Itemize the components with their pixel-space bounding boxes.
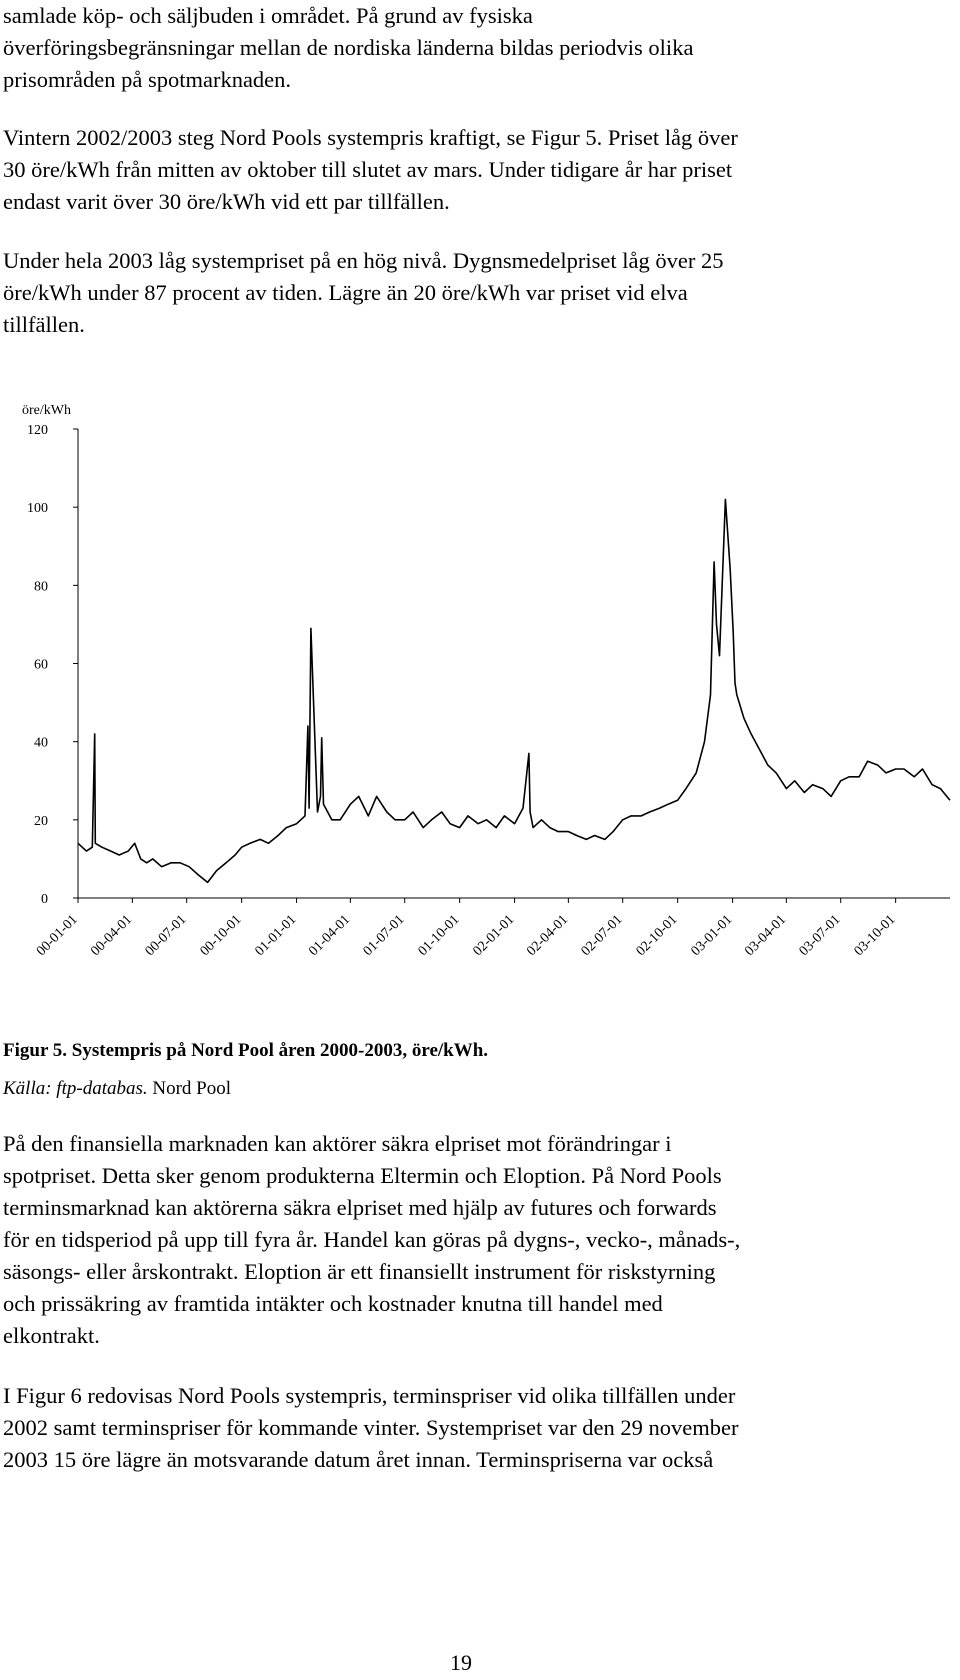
x-tick-label: 03-04-01	[742, 912, 789, 959]
series-group	[77, 498, 951, 884]
y-axis-label: öre/kWh	[22, 403, 71, 418]
text-line: säsongs- eller årskontrakt. Eloption är …	[3, 1259, 716, 1284]
paragraph: I Figur 6 redovisas Nord Pools systempri…	[3, 1380, 953, 1476]
x-tick-label: 00-10-01	[198, 912, 245, 959]
text-line: samlade köp- och säljbuden i området. På…	[3, 3, 533, 28]
text-line: och prissäkring av framtida intäkter och…	[3, 1291, 663, 1316]
x-tick-label: 02-01-01	[471, 912, 518, 959]
x-tick-label: 03-10-01	[852, 912, 899, 959]
text-line: elkontrakt.	[3, 1323, 100, 1348]
x-tick-label: 01-07-01	[361, 912, 408, 959]
text-line: endast varit över 30 öre/kWh vid ett par…	[3, 189, 450, 214]
x-tick-label: 03-01-01	[689, 912, 736, 959]
x-tick-label: 03-07-01	[797, 912, 844, 959]
text-line: På den finansiella marknaden kan aktörer…	[3, 1131, 672, 1156]
y-tick-label: 80	[34, 579, 48, 594]
x-tick-label: 02-07-01	[579, 912, 626, 959]
page-number: 19	[450, 1650, 472, 1675]
text-line: I Figur 6 redovisas Nord Pools systempri…	[3, 1383, 736, 1408]
figure-caption: Figur 5. Systempris på Nord Pool åren 20…	[3, 1040, 489, 1061]
x-tick-label: 00-07-01	[143, 912, 190, 959]
text-line: 2002 samt terminspriser för kommande vin…	[3, 1415, 739, 1440]
source-label: Källa: ftp-databas.	[3, 1078, 148, 1099]
text-line: 2003 15 öre lägre än motsvarande datum å…	[3, 1447, 714, 1472]
figure-source: Källa: ftp-databas. Nord Pool	[3, 1078, 231, 1100]
chart-canvas: öre/kWh 0 20 40 60 80 100 120 00-01-01 00-04-01…	[22, 403, 951, 959]
series-line	[77, 498, 951, 884]
text-line: prisområden på spotmarknaden.	[3, 67, 292, 92]
paragraph: samlade köp- och säljbuden i området. På…	[3, 0, 953, 96]
text-line: överföringsbegränsningar mellan de nordi…	[3, 35, 694, 60]
x-tick-label: 02-10-01	[634, 912, 681, 959]
y-axis: 0 20 40 60 80 100 120	[27, 423, 79, 907]
x-tick-label: 01-10-01	[416, 912, 463, 959]
y-tick-label: 120	[27, 423, 48, 438]
text-line: för en tidsperiod på upp till fyra år. H…	[3, 1227, 741, 1252]
text-line: Vintern 2002/2003 steg Nord Pools system…	[3, 125, 738, 150]
x-tick-label: 01-01-01	[253, 912, 300, 959]
text-line: spotpriset. Detta sker genom produkterna…	[3, 1163, 722, 1188]
y-tick-label: 0	[41, 892, 48, 907]
text-line: Under hela 2003 låg systempriset på en h…	[3, 248, 724, 273]
price-chart: öre/kWh 0 20 40 60 80 100 120 00-01-01 00-04-01…	[0, 395, 960, 990]
paragraph: Under hela 2003 låg systempriset på en h…	[3, 245, 953, 341]
x-tick-label: 01-04-01	[306, 912, 353, 959]
source-name: Nord Pool	[152, 1078, 232, 1099]
x-tick-label: 02-04-01	[524, 912, 571, 959]
text-line: 30 öre/kWh från mitten av oktober till s…	[3, 157, 733, 182]
y-tick-label: 60	[34, 658, 48, 673]
y-tick-label: 100	[27, 501, 48, 516]
text-line: terminsmarknad kan aktörerna säkra elpri…	[3, 1195, 717, 1220]
y-tick-label: 20	[34, 814, 48, 829]
x-tick-label: 00-04-01	[88, 912, 135, 959]
x-axis: 00-01-01 00-04-01 00-07-01 00-10-01 01-01-01…	[34, 897, 950, 959]
x-tick-label: 00-01-01	[34, 912, 81, 959]
paragraph: På den finansiella marknaden kan aktörer…	[3, 1128, 953, 1352]
text-line: tillfällen.	[3, 312, 85, 337]
paragraph: Vintern 2002/2003 steg Nord Pools system…	[3, 122, 953, 218]
y-tick-label: 40	[34, 736, 48, 751]
text-line: öre/kWh under 87 procent av tiden. Lägre…	[3, 280, 688, 305]
